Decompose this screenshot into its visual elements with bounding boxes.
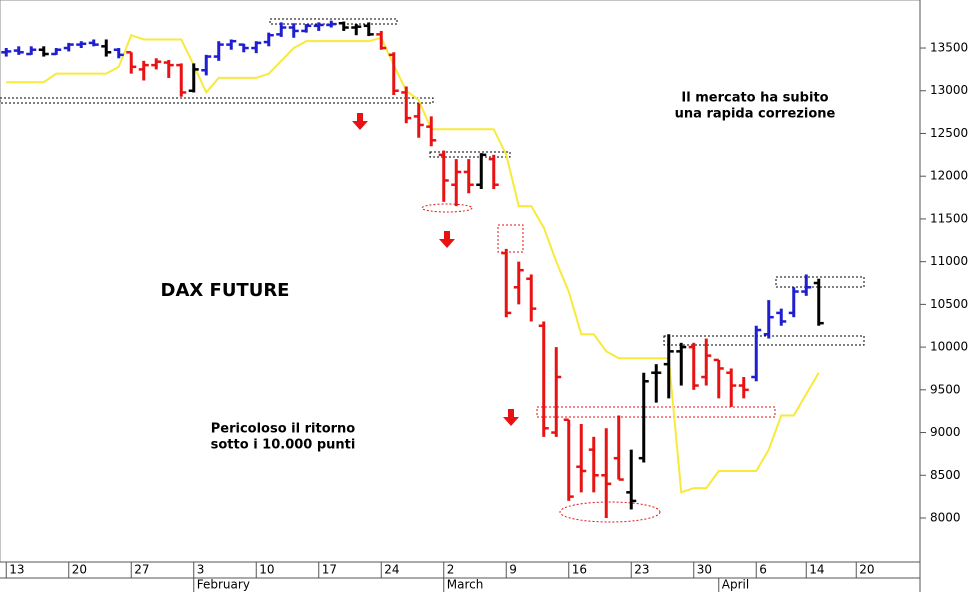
x-tick-label: 20	[72, 563, 87, 577]
y-tick-label: 9000	[930, 425, 961, 439]
annotation: sotto i 10.000 punti	[211, 438, 356, 453]
y-tick-label: 12500	[930, 126, 968, 140]
y-tick-label: 13500	[930, 41, 968, 55]
y-tick-label: 8500	[930, 468, 961, 482]
arrows	[352, 113, 519, 426]
chart-title: DAX FUTURE	[161, 280, 290, 301]
y-tick-label: 9500	[930, 382, 961, 396]
x-tick-label: 3	[197, 563, 205, 577]
x-tick-label: 17	[322, 563, 337, 577]
month-label: April	[722, 578, 749, 592]
annotation: una rapida correzione	[675, 107, 836, 122]
x-tick-label: 16	[572, 563, 587, 577]
y-tick-label: 13000	[930, 83, 968, 97]
x-tick-label: 24	[384, 563, 399, 577]
x-tick-label: 30	[697, 563, 712, 577]
x-tick-label: 14	[809, 563, 824, 577]
y-tick-label: 12000	[930, 169, 968, 183]
x-tick-label: 23	[634, 563, 649, 577]
y-tick-label: 11000	[930, 254, 968, 268]
annotation: Il mercato ha subito	[681, 91, 828, 106]
month-label: March	[447, 578, 484, 592]
moving-average	[6, 33, 820, 494]
y-tick-label: 8000	[930, 510, 961, 524]
y-tick-label: 10500	[930, 297, 968, 311]
x-tick-label: 27	[134, 563, 149, 577]
x-tick-label: 13	[9, 563, 24, 577]
x-tick-label: 10	[259, 563, 274, 577]
annotation: Pericoloso il ritorno	[211, 422, 356, 437]
plot-area	[0, 0, 921, 563]
x-tick-label: 6	[759, 563, 767, 577]
x-tick-label: 9	[509, 563, 517, 577]
x-tick-label: 20	[859, 563, 874, 577]
y-tick-label: 11500	[930, 211, 968, 225]
x-tick-label: 2	[447, 563, 455, 577]
y-tick-label: 10000	[930, 340, 968, 354]
month-label: February	[197, 578, 250, 592]
